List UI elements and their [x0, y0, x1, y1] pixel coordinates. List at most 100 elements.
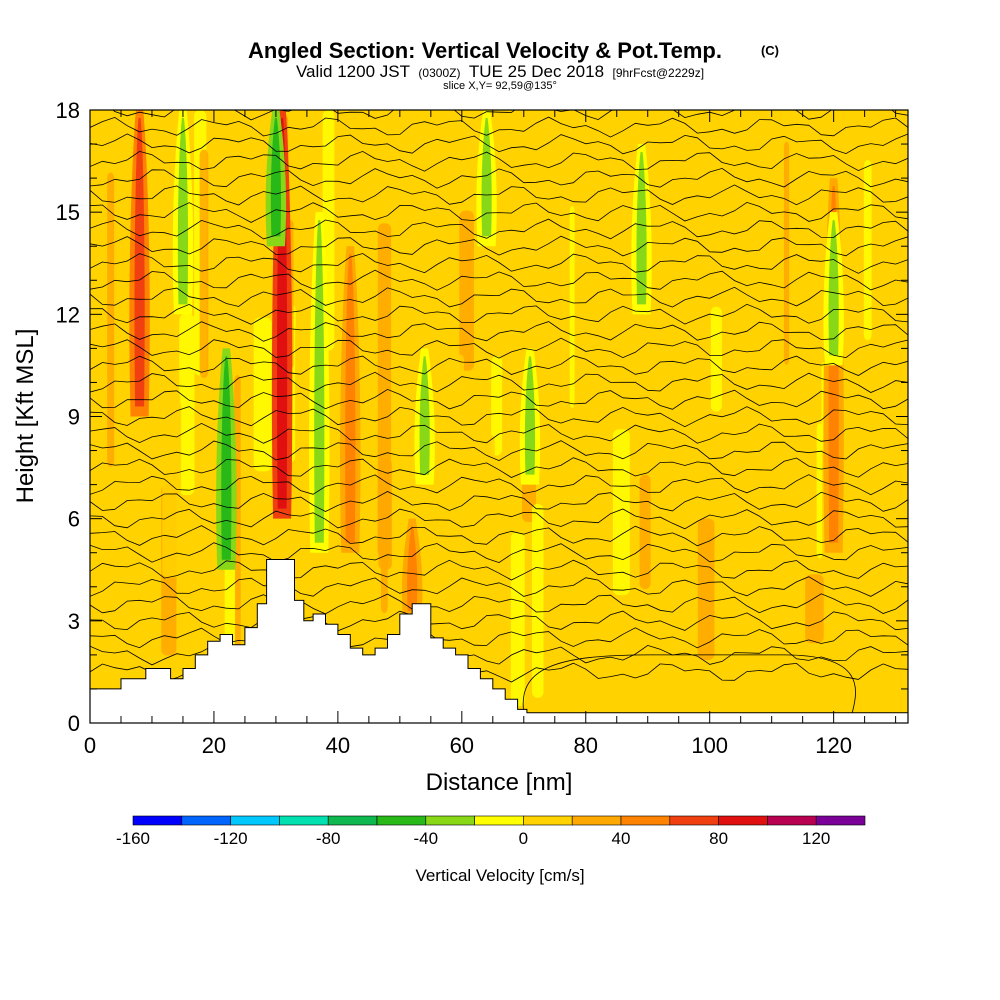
colorbar-swatch	[474, 815, 524, 826]
y-tick-label: 12	[56, 302, 80, 327]
y-tick-label: 0	[68, 711, 80, 736]
theta-contour-line	[112, 110, 908, 121]
colorbar-swatch	[279, 815, 329, 826]
theta-contour-line	[90, 576, 908, 597]
x-tick-label: 100	[691, 733, 728, 758]
colorbar-tick-label: 0	[519, 829, 528, 848]
field-streak	[783, 141, 790, 365]
field-streak	[710, 306, 722, 412]
y-axis-label: Height [Kft MSL]	[12, 329, 39, 504]
x-tick-label: 0	[84, 733, 96, 758]
colorbar-swatch	[376, 815, 427, 826]
y-tick-label: 3	[68, 609, 80, 634]
y-tick-label: 6	[68, 507, 80, 532]
theta-contour-line	[90, 593, 908, 615]
theta-contour-line	[90, 286, 908, 308]
chart-slice-label: slice X,Y= 92,59@135°	[443, 80, 557, 92]
field-streak	[199, 149, 209, 378]
field-streak	[639, 474, 651, 590]
field-streak	[494, 553, 500, 699]
colorbar-tick-label: 120	[802, 829, 830, 848]
colorbar-tick-label: -120	[214, 829, 248, 848]
x-tick-label: 60	[450, 733, 474, 758]
colorbar-swatch	[230, 815, 280, 826]
updraft-band	[134, 118, 145, 407]
colorbar-swatch	[815, 815, 866, 826]
colorbar-swatch	[669, 815, 719, 826]
field-streak	[377, 223, 392, 558]
field-streak	[846, 205, 853, 509]
field-streak	[510, 532, 525, 707]
x-tick-label: 20	[202, 733, 226, 758]
colorbar-swatch	[571, 815, 622, 826]
field-streak	[900, 298, 908, 409]
downdraft-band	[828, 220, 839, 356]
theta-contour-line	[90, 269, 908, 291]
theta-contour-line	[90, 542, 908, 564]
colorbar-tick-label: -40	[414, 829, 439, 848]
x-tick-label: 40	[326, 733, 350, 758]
chart-subtitle: Valid 1200 JST (0300Z) TUE 25 Dec 2018 […	[296, 62, 704, 81]
field-streak	[498, 110, 517, 291]
field-streak	[450, 353, 464, 688]
colorbar-swatch	[523, 815, 573, 826]
theta-contour-line	[90, 201, 908, 223]
field-streak	[697, 518, 715, 661]
field-streak	[581, 342, 599, 514]
colorbar-swatch	[327, 815, 378, 826]
colorbar-tick-label: 80	[709, 829, 728, 848]
field-streak	[459, 210, 474, 371]
field-streak	[295, 324, 301, 532]
subtitle-valid: Valid 1200 JST	[296, 62, 410, 81]
downdraft-band	[314, 220, 325, 543]
theta-contour-line	[90, 184, 908, 206]
downdraft-band	[221, 356, 232, 560]
colorbar-swatch	[767, 815, 817, 826]
field-streak	[805, 574, 824, 644]
colorbar-tick-label: -160	[116, 829, 150, 848]
colorbar-label: Vertical Velocity [cm/s]	[415, 866, 584, 885]
chart-title-unit: (C)	[761, 43, 779, 58]
colorbar-swatch	[181, 815, 231, 826]
field-streak	[669, 110, 680, 265]
field-streak	[871, 380, 883, 569]
downdraft-band	[177, 118, 189, 305]
theta-contour-line	[90, 491, 908, 512]
theta-contour-line	[90, 303, 908, 325]
theta-contour-line	[90, 508, 908, 530]
theta-contour-line	[90, 559, 908, 581]
field-streak	[816, 423, 823, 559]
field-streak	[216, 127, 234, 386]
field-streak	[882, 110, 896, 282]
downdraft-band	[524, 356, 536, 475]
chart-title: Angled Section: Vertical Velocity & Pot.…	[248, 38, 722, 63]
colorbar-tick-label: 40	[612, 829, 631, 848]
colorbar-swatch	[132, 815, 183, 826]
field-streak	[532, 503, 544, 698]
y-tick-label: 9	[68, 405, 80, 430]
field-streak	[697, 259, 709, 472]
theta-contours	[90, 110, 908, 713]
theta-contour-line	[90, 474, 908, 496]
field-streak	[545, 350, 562, 453]
theta-contour-line	[90, 116, 908, 138]
subtitle-forecast: [9hrFcst@2229z]	[613, 66, 705, 80]
theta-contour-line	[90, 150, 908, 172]
colorbar-tick-label: -80	[316, 829, 341, 848]
colorbar-swatch	[620, 815, 671, 826]
theta-contour-line	[90, 253, 908, 274]
terrain-mask	[90, 559, 908, 723]
field-streak	[736, 242, 744, 386]
theta-contour-line	[90, 235, 908, 257]
field-streak	[491, 356, 503, 456]
field-streak	[253, 317, 272, 472]
theta-contour-line	[90, 525, 908, 547]
field-streak	[107, 172, 115, 467]
theta-contour-line	[90, 321, 908, 342]
theta-contour-line	[90, 440, 908, 462]
field-streak	[413, 210, 425, 328]
theta-contour-line	[90, 337, 908, 359]
theta-contour-line	[90, 406, 908, 428]
theta-contour-line	[90, 167, 908, 189]
